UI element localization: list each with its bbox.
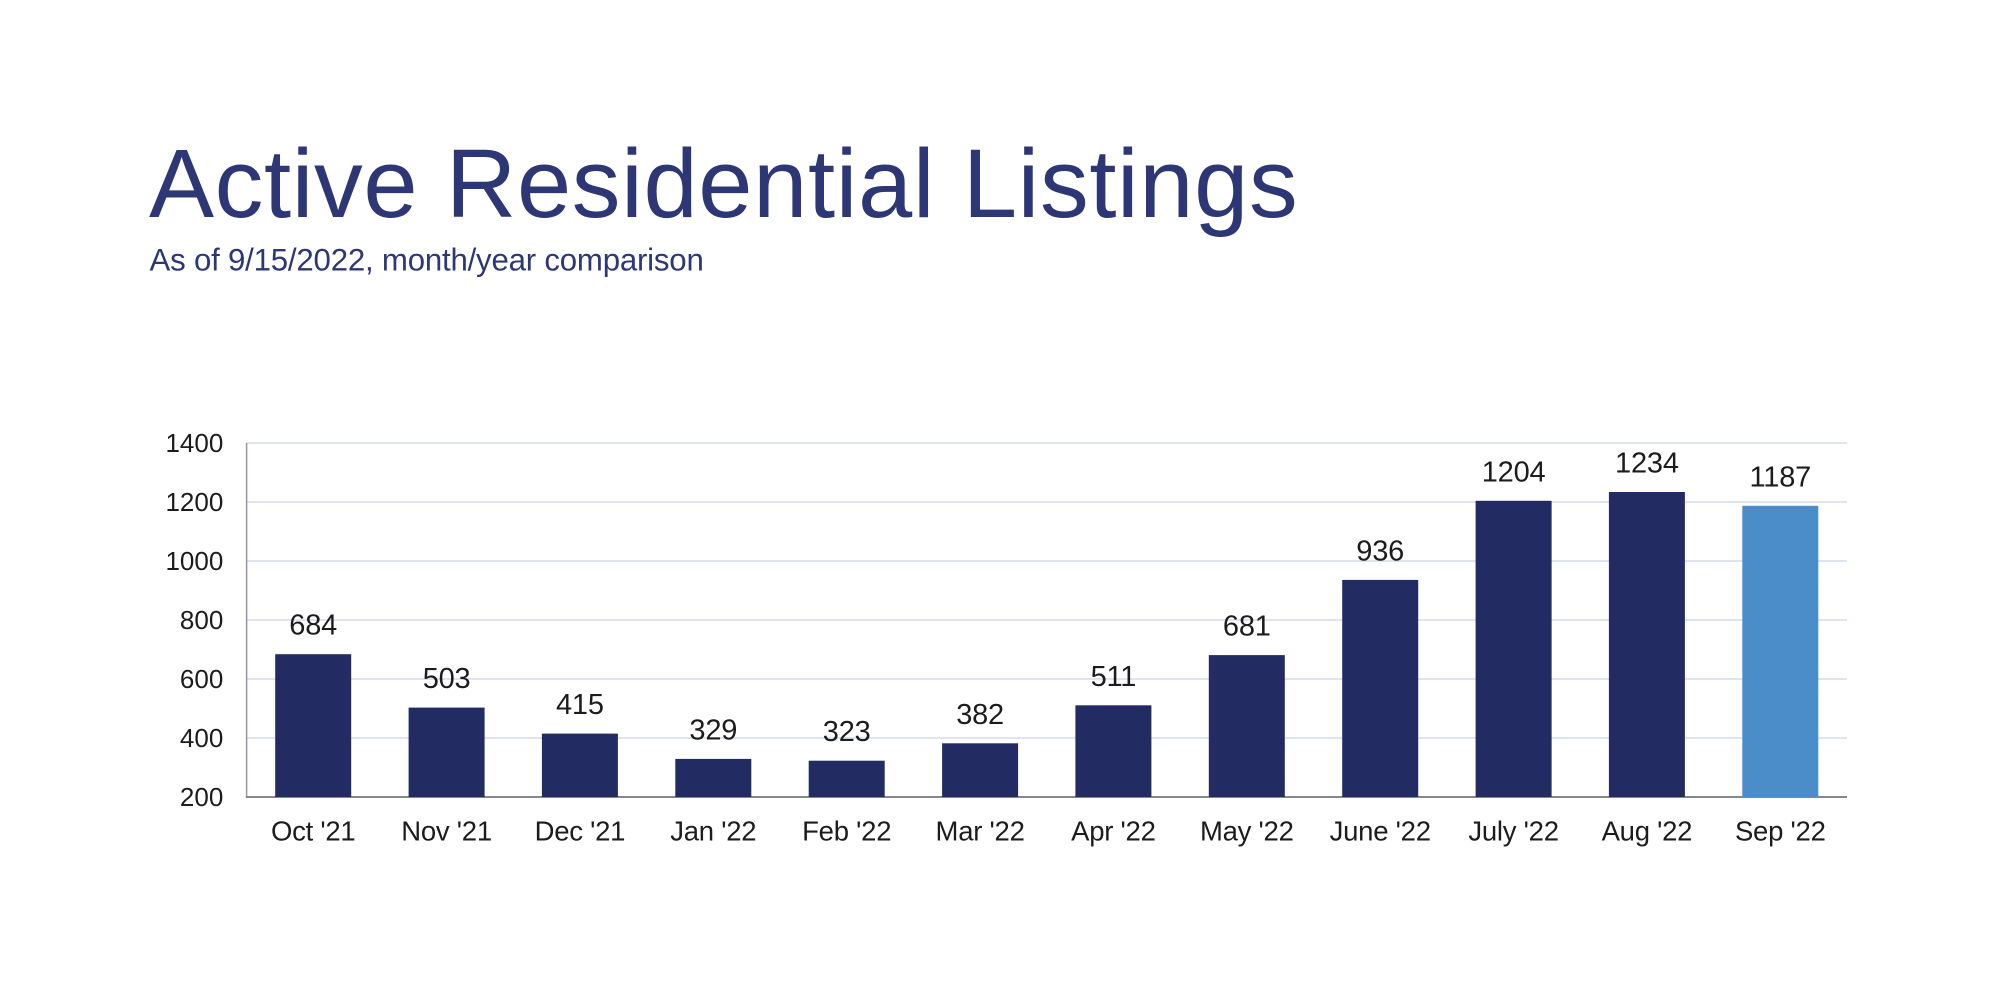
- svg-text:May '22: May '22: [1200, 815, 1294, 846]
- svg-text:681: 681: [1223, 611, 1271, 643]
- svg-text:329: 329: [689, 714, 737, 746]
- svg-text:July '22: July '22: [1468, 815, 1558, 846]
- svg-text:382: 382: [956, 699, 1004, 731]
- svg-text:Dec '21: Dec '21: [535, 815, 626, 846]
- svg-text:Apr '22: Apr '22: [1071, 815, 1156, 846]
- svg-text:323: 323: [823, 716, 871, 748]
- svg-text:400: 400: [180, 723, 223, 753]
- svg-text:Nov '21: Nov '21: [401, 815, 492, 846]
- svg-text:1400: 1400: [165, 428, 223, 458]
- svg-text:Mar '22: Mar '22: [936, 815, 1025, 846]
- svg-text:1200: 1200: [165, 487, 223, 517]
- svg-text:415: 415: [556, 689, 604, 721]
- svg-text:Feb '22: Feb '22: [802, 815, 891, 846]
- svg-text:200: 200: [180, 782, 223, 812]
- svg-text:936: 936: [1356, 535, 1404, 567]
- svg-text:June '22: June '22: [1330, 815, 1431, 846]
- svg-text:Oct '21: Oct '21: [271, 815, 356, 846]
- svg-text:600: 600: [180, 664, 223, 694]
- svg-text:As of 9/15/2022, month/year co: As of 9/15/2022, month/year comparison: [150, 243, 704, 278]
- svg-text:Active Residential Listings: Active Residential Listings: [149, 129, 1298, 238]
- svg-text:1000: 1000: [165, 546, 223, 576]
- svg-text:511: 511: [1091, 661, 1137, 693]
- svg-text:503: 503: [423, 663, 471, 695]
- svg-text:1234: 1234: [1615, 448, 1679, 480]
- svg-text:684: 684: [289, 610, 337, 642]
- svg-text:Aug '22: Aug '22: [1602, 815, 1693, 846]
- svg-text:800: 800: [180, 605, 223, 635]
- svg-text:Sep '22: Sep '22: [1735, 815, 1826, 846]
- svg-text:Jan '22: Jan '22: [670, 815, 756, 846]
- svg-text:1204: 1204: [1482, 456, 1546, 488]
- svg-text:1187: 1187: [1750, 461, 1812, 493]
